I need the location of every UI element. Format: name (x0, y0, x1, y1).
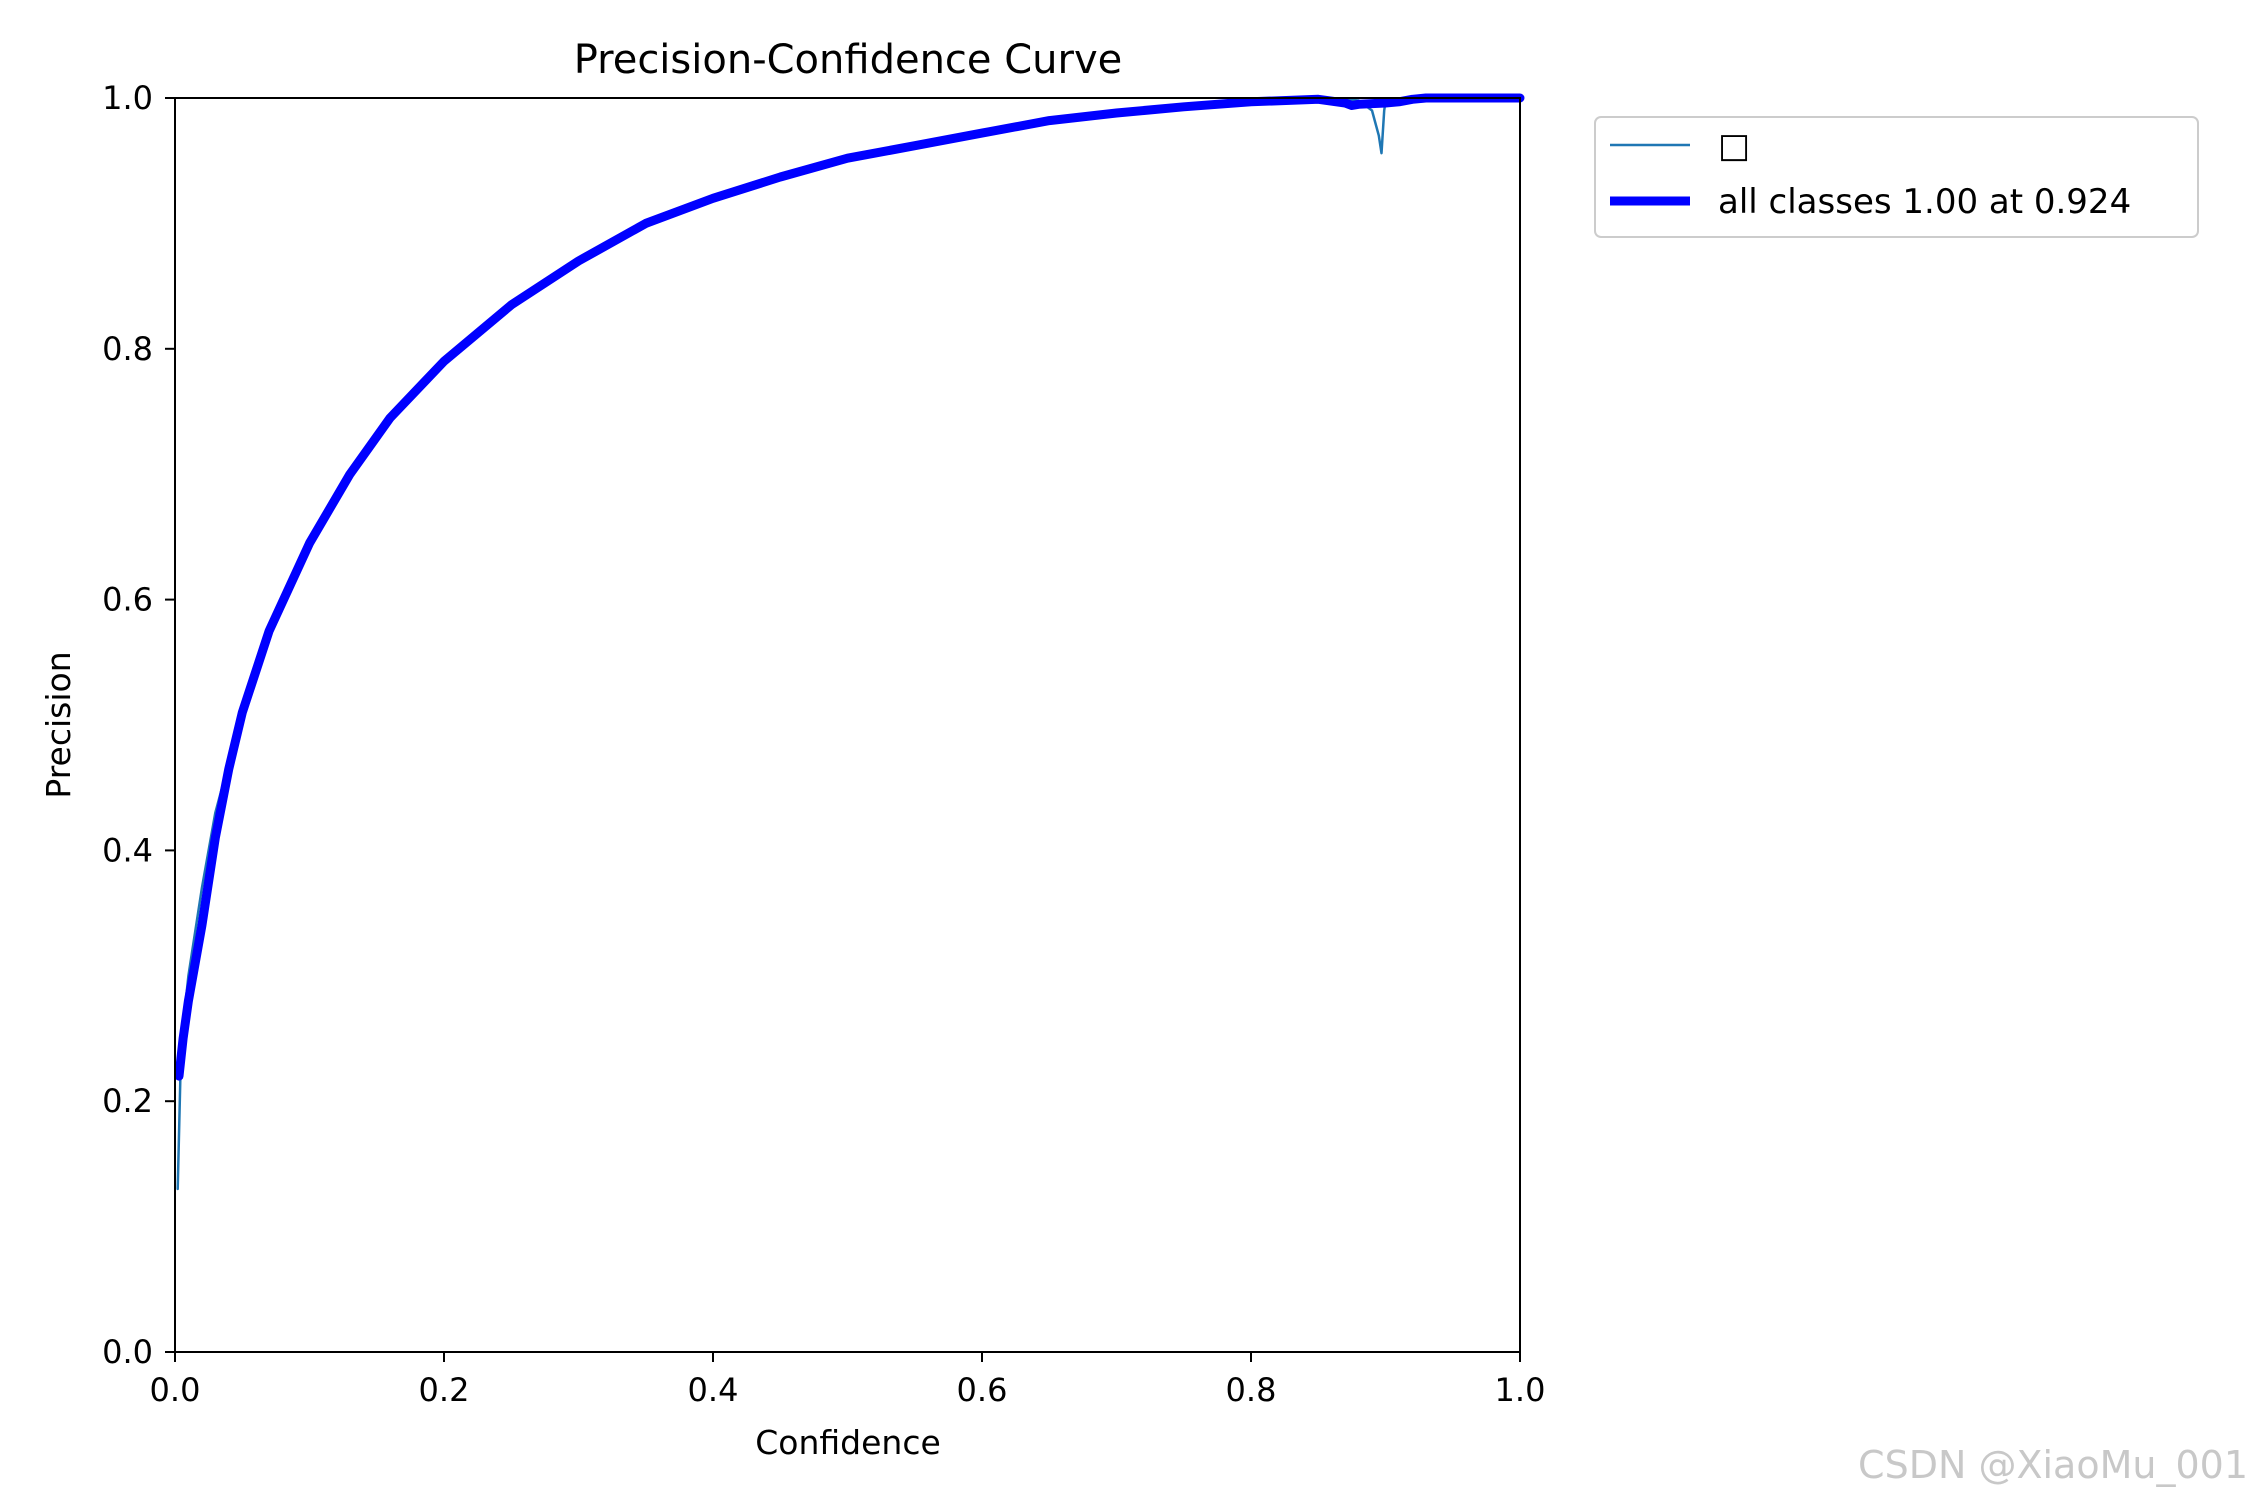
plot-area (174, 93, 1525, 1191)
y-tick-label: 0.6 (102, 581, 153, 619)
y-axis-label: Precision (39, 651, 78, 798)
x-tick-label: 0.2 (419, 1371, 470, 1409)
x-axis-label: Confidence (755, 1423, 941, 1462)
legend: □ all classes 1.00 at 0.924 (1594, 116, 2199, 238)
x-tick-label: 0.6 (957, 1371, 1008, 1409)
watermark: CSDN @XiaoMu_001 (1858, 1443, 2248, 1487)
y-tick-label: 0.2 (102, 1082, 153, 1120)
x-axis: 0.0 0.2 0.4 0.6 0.8 1.0 (150, 1352, 1546, 1409)
x-tick-label: 0.0 (150, 1371, 201, 1409)
chart-title: Precision-Confidence Curve (574, 37, 1123, 83)
y-tick-label: 0.8 (102, 330, 153, 368)
plot-frame (174, 97, 1521, 1353)
legend-label-all-classes: all classes 1.00 at 0.924 (1718, 182, 2131, 222)
x-tick-label: 0.8 (1226, 1371, 1277, 1409)
y-tick-label: 1.0 (102, 79, 153, 117)
legend-frame (1594, 116, 2199, 238)
y-tick-label: 0.0 (102, 1333, 153, 1371)
legend-label-class: □ (1718, 126, 1750, 166)
x-tick-label: 1.0 (1495, 1371, 1546, 1409)
x-tick-label: 0.4 (688, 1371, 739, 1409)
series-line-all-classes (174, 93, 1525, 1081)
y-tick-label: 0.4 (102, 831, 153, 869)
y-axis: 0.0 0.2 0.4 0.6 0.8 1.0 (102, 79, 175, 1371)
